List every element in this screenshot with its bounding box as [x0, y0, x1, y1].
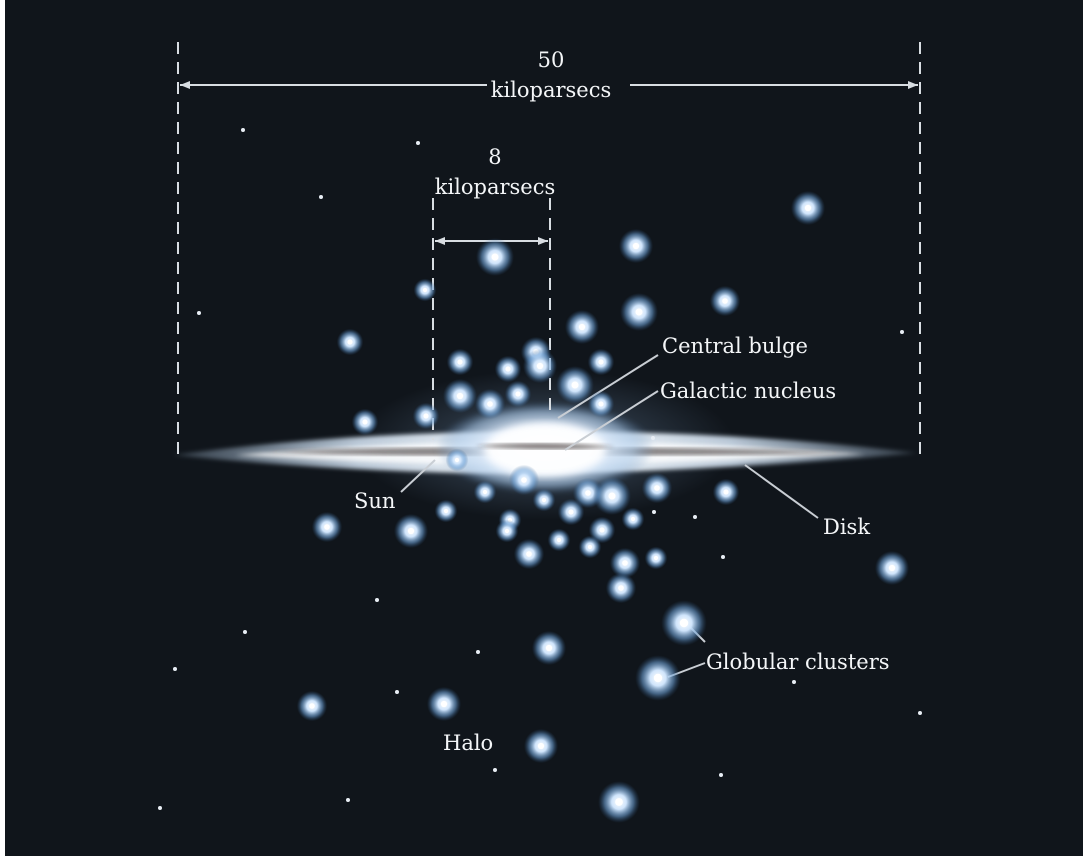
globular-cluster-core [679, 618, 689, 628]
globular-cluster-core [504, 528, 510, 534]
globular-cluster-core [571, 381, 579, 389]
galaxy-diagram: 50 kiloparsecs 8 kiloparsecs Central bul… [5, 0, 1083, 856]
globular-cluster-core [515, 391, 521, 397]
galactic-nucleus-label: Galactic nucleus [660, 379, 837, 403]
globular-clusters [296, 190, 910, 823]
central-bulge-shape [435, 402, 655, 494]
disk-label: Disk [823, 515, 871, 539]
globular-cluster-core [622, 560, 628, 566]
halo-star [719, 773, 723, 777]
globular-cluster-core [587, 544, 593, 550]
halo-star [416, 141, 420, 145]
globular-cluster-core [635, 308, 643, 316]
central-bulge-label: Central bulge [662, 334, 808, 358]
halo-star [918, 711, 922, 715]
halo-star [158, 806, 162, 810]
scale-8-value: 8 [488, 145, 502, 169]
globular-clusters-label: Globular clusters [706, 650, 890, 674]
scale-50-label: 50 kiloparsecs [491, 45, 612, 105]
leader-galactic-nucleus [564, 390, 659, 451]
globular-cluster-core [309, 703, 315, 709]
globular-cluster-core [487, 401, 493, 407]
globular-cluster-core [536, 362, 544, 370]
globular-cluster-core [630, 516, 636, 522]
globular-cluster-core [653, 673, 663, 683]
globular-cluster-core [443, 508, 449, 514]
globular-cluster-core [615, 798, 623, 806]
globular-cluster-core [599, 527, 605, 533]
scale-50-unit: kiloparsecs [490, 78, 612, 102]
globular-cluster-core [526, 551, 532, 557]
galaxy-illustration [158, 42, 922, 823]
globular-cluster-core [598, 359, 604, 365]
globular-cluster-core [585, 490, 591, 496]
halo-star [900, 330, 904, 334]
globular-cluster-core [407, 527, 415, 535]
globular-cluster-core [608, 492, 616, 500]
globular-cluster-core [521, 477, 527, 483]
scale-8-label: 8 kiloparsecs [435, 142, 556, 202]
halo-star [721, 555, 725, 559]
globular-cluster-core [804, 204, 812, 212]
scale-8-unit: kiloparsecs [434, 175, 556, 199]
scale-50-value: 50 [537, 48, 565, 72]
halo-star [241, 128, 245, 132]
halo-star [395, 690, 399, 694]
leader-disk [744, 464, 819, 519]
halo-star [319, 195, 323, 199]
halo-star [476, 650, 480, 654]
halo-label: Halo [443, 731, 494, 755]
globular-cluster-core [423, 413, 429, 419]
scale-arrowheads [180, 81, 918, 245]
halo-star [197, 311, 201, 315]
globular-cluster-core [722, 298, 728, 304]
globular-cluster-core [888, 564, 896, 572]
globular-cluster-core [440, 700, 448, 708]
globular-cluster-core [457, 359, 463, 365]
globular-cluster-core [422, 287, 428, 293]
globular-cluster-core [723, 489, 729, 495]
halo-star [346, 798, 350, 802]
globular-cluster-core [324, 524, 330, 530]
globular-cluster-core [482, 489, 488, 495]
halo-star [651, 436, 655, 440]
globular-cluster-core [632, 242, 640, 250]
globular-cluster-core [362, 419, 368, 425]
halo-star [652, 510, 656, 514]
globular-cluster-core [454, 457, 460, 463]
halo-star [493, 768, 497, 772]
globular-cluster-core [568, 509, 574, 515]
globular-cluster-core [456, 392, 464, 400]
scale-guides [177, 42, 921, 456]
globular-cluster-core [541, 497, 547, 503]
globular-cluster-core [505, 366, 511, 372]
leader-lines [400, 354, 819, 678]
halo-star [173, 667, 177, 671]
globular-cluster-core [578, 323, 586, 331]
leader-sun [400, 459, 436, 493]
halo-star [693, 515, 697, 519]
globular-cluster-core [537, 742, 545, 750]
globular-cluster-core [556, 537, 562, 543]
leader-central-bulge [557, 354, 659, 419]
globular-cluster-core [598, 401, 604, 407]
halo-stars [158, 128, 922, 810]
globular-cluster-core [347, 339, 353, 345]
halo-star [243, 630, 247, 634]
globular-cluster-core [491, 253, 499, 261]
sun-label: Sun [354, 489, 396, 513]
globular-cluster-core [654, 485, 660, 491]
globular-cluster-core [545, 644, 553, 652]
globular-cluster-core [653, 555, 659, 561]
halo-star [375, 598, 379, 602]
halo-star [792, 680, 796, 684]
globular-cluster-core [618, 585, 624, 591]
